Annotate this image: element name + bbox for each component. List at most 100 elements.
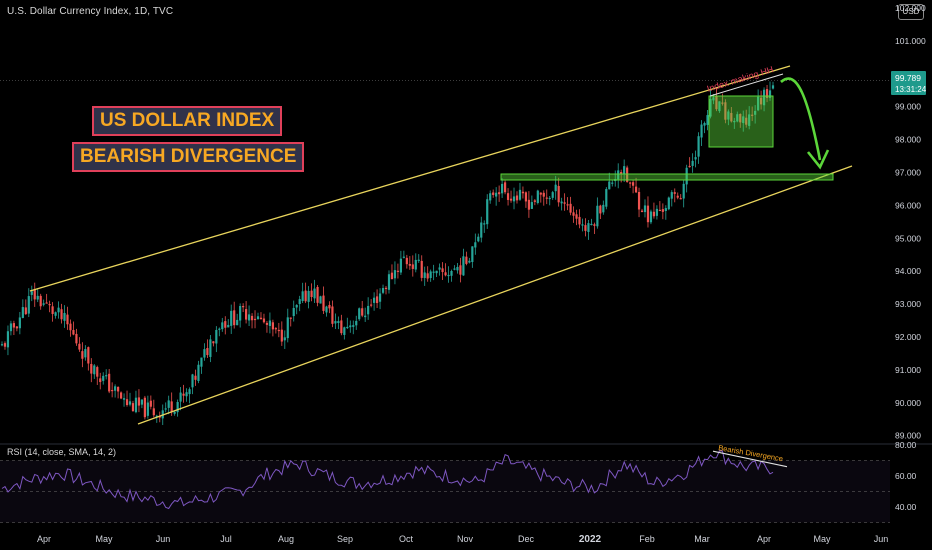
candle-body	[78, 343, 81, 350]
candle-body	[191, 374, 194, 388]
candle-body	[197, 364, 200, 381]
last-price-value: 99.789	[895, 73, 921, 83]
candle-body	[670, 192, 673, 199]
candle-body	[447, 274, 450, 277]
candle-body	[283, 337, 286, 341]
candle-body	[6, 331, 10, 348]
last-price-tag	[891, 71, 926, 95]
candle-body	[658, 209, 661, 212]
candle-body	[259, 317, 263, 320]
candle-body	[346, 326, 349, 329]
candle-body	[536, 190, 539, 203]
candle-body	[146, 402, 149, 416]
annotation-title-line1: US DOLLAR INDEX	[92, 106, 283, 136]
candle-body	[762, 89, 766, 106]
candle-body	[742, 116, 745, 124]
candle-body	[378, 293, 382, 302]
y-axis-tick-label: 96.000	[895, 200, 921, 210]
x-axis-tick-label: Feb	[639, 534, 655, 544]
candle-body	[530, 202, 533, 209]
x-axis-tick-label: Apr	[37, 534, 51, 544]
candle-body	[474, 242, 477, 248]
x-axis-tick-label: Jun	[874, 534, 889, 544]
candle-body	[87, 347, 90, 364]
candle-body	[93, 365, 96, 375]
candle-body	[393, 270, 397, 279]
candle-body	[661, 209, 664, 212]
candle-body	[33, 289, 36, 300]
candle-body	[521, 191, 525, 194]
candle-body	[560, 201, 563, 204]
candle-body	[295, 304, 298, 308]
candle-body	[709, 98, 712, 117]
candle-body	[581, 224, 584, 226]
candle-body	[468, 260, 471, 263]
candle-body	[51, 306, 54, 314]
bar-countdown: 13:31:24	[895, 85, 927, 94]
candle-body	[9, 323, 13, 332]
candle-body	[48, 303, 51, 306]
y-axis-tick-label: 90.000	[895, 398, 921, 408]
lower-channel-line	[137, 165, 853, 425]
projection-arrowhead	[806, 149, 830, 170]
candle-body	[54, 312, 57, 316]
candle-body	[170, 401, 173, 413]
y-axis-tick-label: 89.000	[895, 431, 921, 441]
candle-body	[733, 120, 736, 123]
candle-body	[620, 172, 623, 175]
candle-body	[173, 411, 176, 414]
candle-body	[685, 167, 688, 185]
candle-body	[114, 386, 117, 391]
candle-body	[367, 305, 370, 315]
candle-body	[349, 325, 352, 328]
candle-body	[105, 375, 108, 377]
candle-body	[605, 189, 608, 207]
candle-body	[69, 323, 72, 331]
rsi-axis-tick-label: 80.00	[895, 440, 917, 450]
candle-body	[176, 402, 179, 413]
y-axis-tick-label: 101.000	[895, 36, 926, 46]
y-axis-tick-label: 93.000	[895, 299, 921, 309]
candle-body	[643, 205, 647, 213]
candle-body	[18, 317, 21, 329]
candle-body	[390, 272, 394, 280]
candle-body	[703, 123, 706, 126]
candle-body	[274, 328, 277, 330]
currency-selector[interactable]: USD	[898, 4, 924, 20]
candle-body	[373, 297, 376, 303]
candle-body	[453, 268, 456, 270]
y-axis-tick-label: 94.000	[895, 266, 921, 276]
candle-body	[501, 183, 504, 194]
candle-body	[253, 318, 257, 321]
candle-body	[221, 322, 224, 330]
candle-body	[745, 117, 748, 125]
candle-body	[21, 307, 24, 318]
candle-body	[652, 211, 656, 217]
rsi-indicator-label[interactable]: RSI (14, close, SMA, 14, 2)	[7, 447, 117, 457]
candle-body	[771, 85, 775, 89]
candle-body	[256, 316, 260, 320]
candle-body	[277, 329, 280, 332]
y-axis-tick-label: 91.000	[895, 365, 921, 375]
candle-body	[236, 319, 239, 326]
candle-body	[307, 290, 310, 302]
candle-body	[682, 183, 685, 199]
x-axis-tick-label: Mar	[694, 534, 710, 544]
candle-body	[209, 339, 212, 357]
candle-body	[751, 114, 754, 116]
candle-body	[188, 389, 191, 395]
rsi-axis-tick-label: 40.00	[895, 502, 917, 512]
candle-body	[420, 260, 423, 278]
projection-arrow	[780, 77, 822, 161]
candle-body	[316, 286, 319, 303]
candle-body	[739, 113, 742, 123]
rsi-divergence-line	[712, 450, 788, 468]
candle-body	[81, 351, 84, 359]
upper-channel-line	[29, 65, 791, 292]
candle-body	[462, 256, 465, 276]
candle-body	[399, 258, 402, 273]
candle-body	[572, 212, 575, 216]
candle-body	[155, 415, 158, 417]
candle-body	[111, 389, 114, 392]
